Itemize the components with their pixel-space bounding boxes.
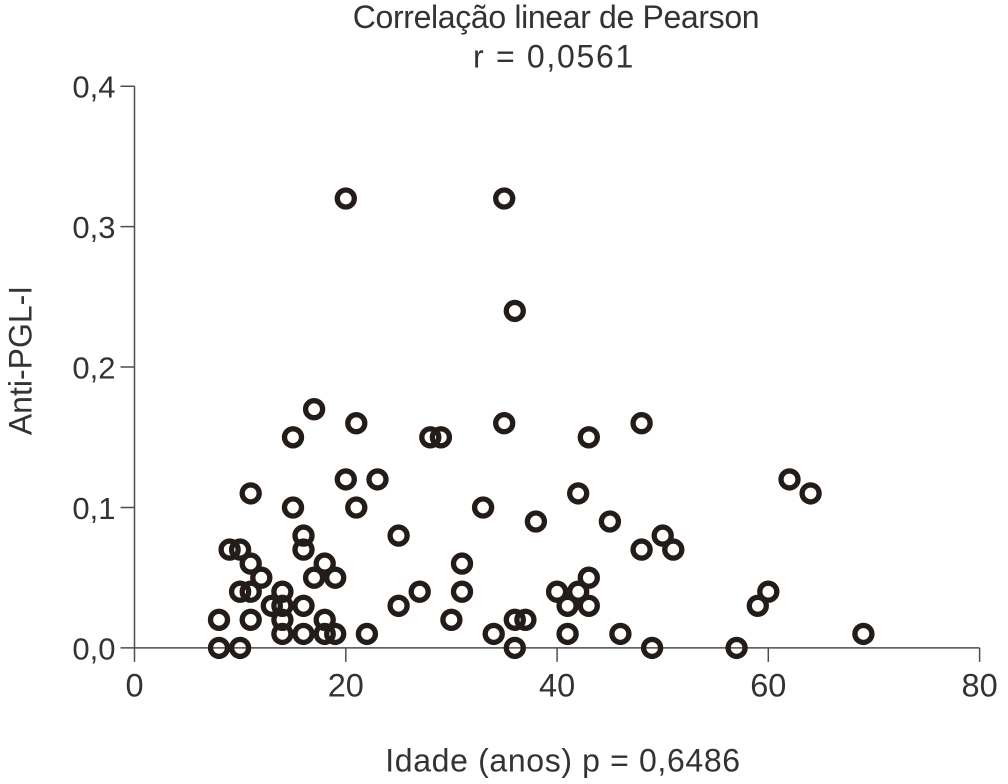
svg-text:60: 60 [750, 668, 786, 704]
svg-text:Correlação linear de Pearson: Correlação linear de Pearson [353, 0, 759, 35]
svg-text:0,4: 0,4 [72, 70, 115, 105]
svg-text:40: 40 [539, 668, 575, 704]
svg-text:0,3: 0,3 [72, 210, 115, 245]
svg-text:0,1: 0,1 [72, 491, 115, 526]
svg-text:0,0: 0,0 [72, 631, 115, 666]
svg-text:Anti-PGL-I: Anti-PGL-I [3, 286, 39, 435]
svg-text:20: 20 [328, 668, 364, 704]
svg-text:80: 80 [962, 668, 998, 704]
svg-text:0,2: 0,2 [72, 351, 115, 386]
svg-text:0: 0 [125, 668, 143, 704]
svg-text:r = 0,0561: r = 0,0561 [473, 39, 635, 75]
svg-text:Idade (anos) p = 0,6486: Idade (anos) p = 0,6486 [385, 743, 740, 779]
